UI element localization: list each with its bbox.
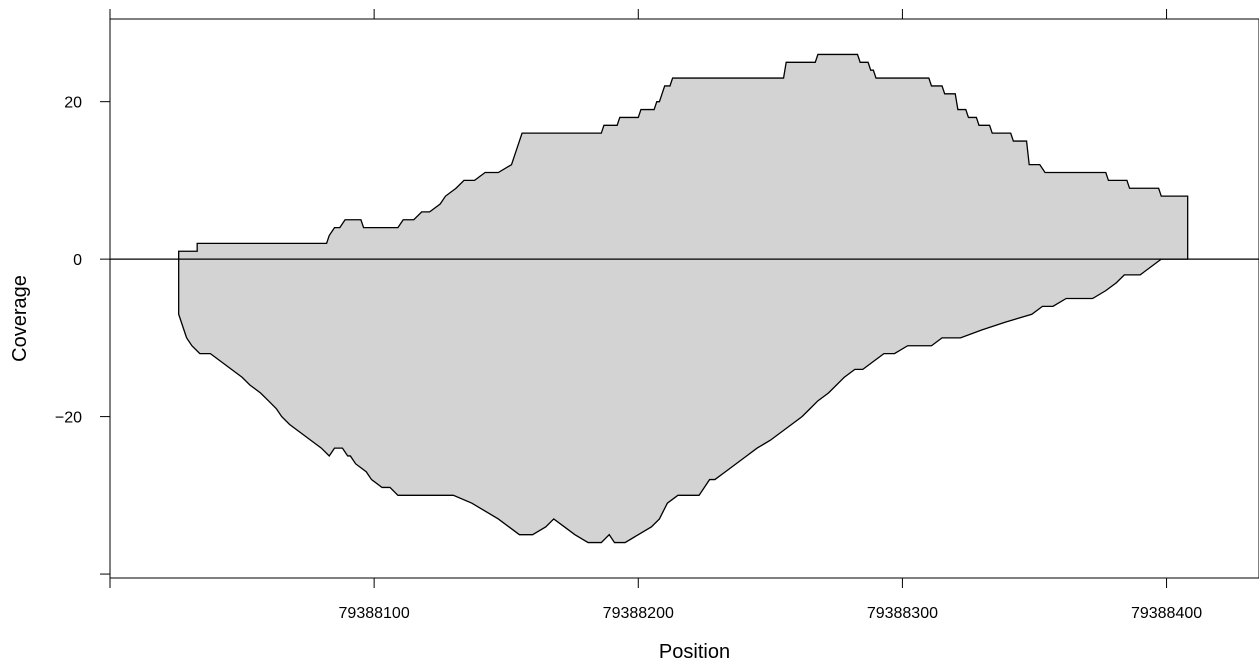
axes: 79388100 79388200 79388300 79388400 −20 0 20 xyxy=(55,9,1202,622)
x-tick-label: 79388200 xyxy=(603,605,674,622)
y-tick-label: −20 xyxy=(55,410,82,427)
y-axis-label: Coverage xyxy=(9,275,31,362)
y-tick-label: 0 xyxy=(73,252,82,269)
y-tick-label: 20 xyxy=(64,95,82,112)
coverage-area xyxy=(178,53,1189,544)
x-tick-label: 79388400 xyxy=(1131,605,1202,622)
plot-frame xyxy=(109,18,1259,579)
x-axis-label: Position xyxy=(659,641,730,662)
x-tick-label: 79388300 xyxy=(867,605,938,622)
chart-marks xyxy=(110,53,1259,544)
x-tick-label: 79388100 xyxy=(339,605,410,622)
